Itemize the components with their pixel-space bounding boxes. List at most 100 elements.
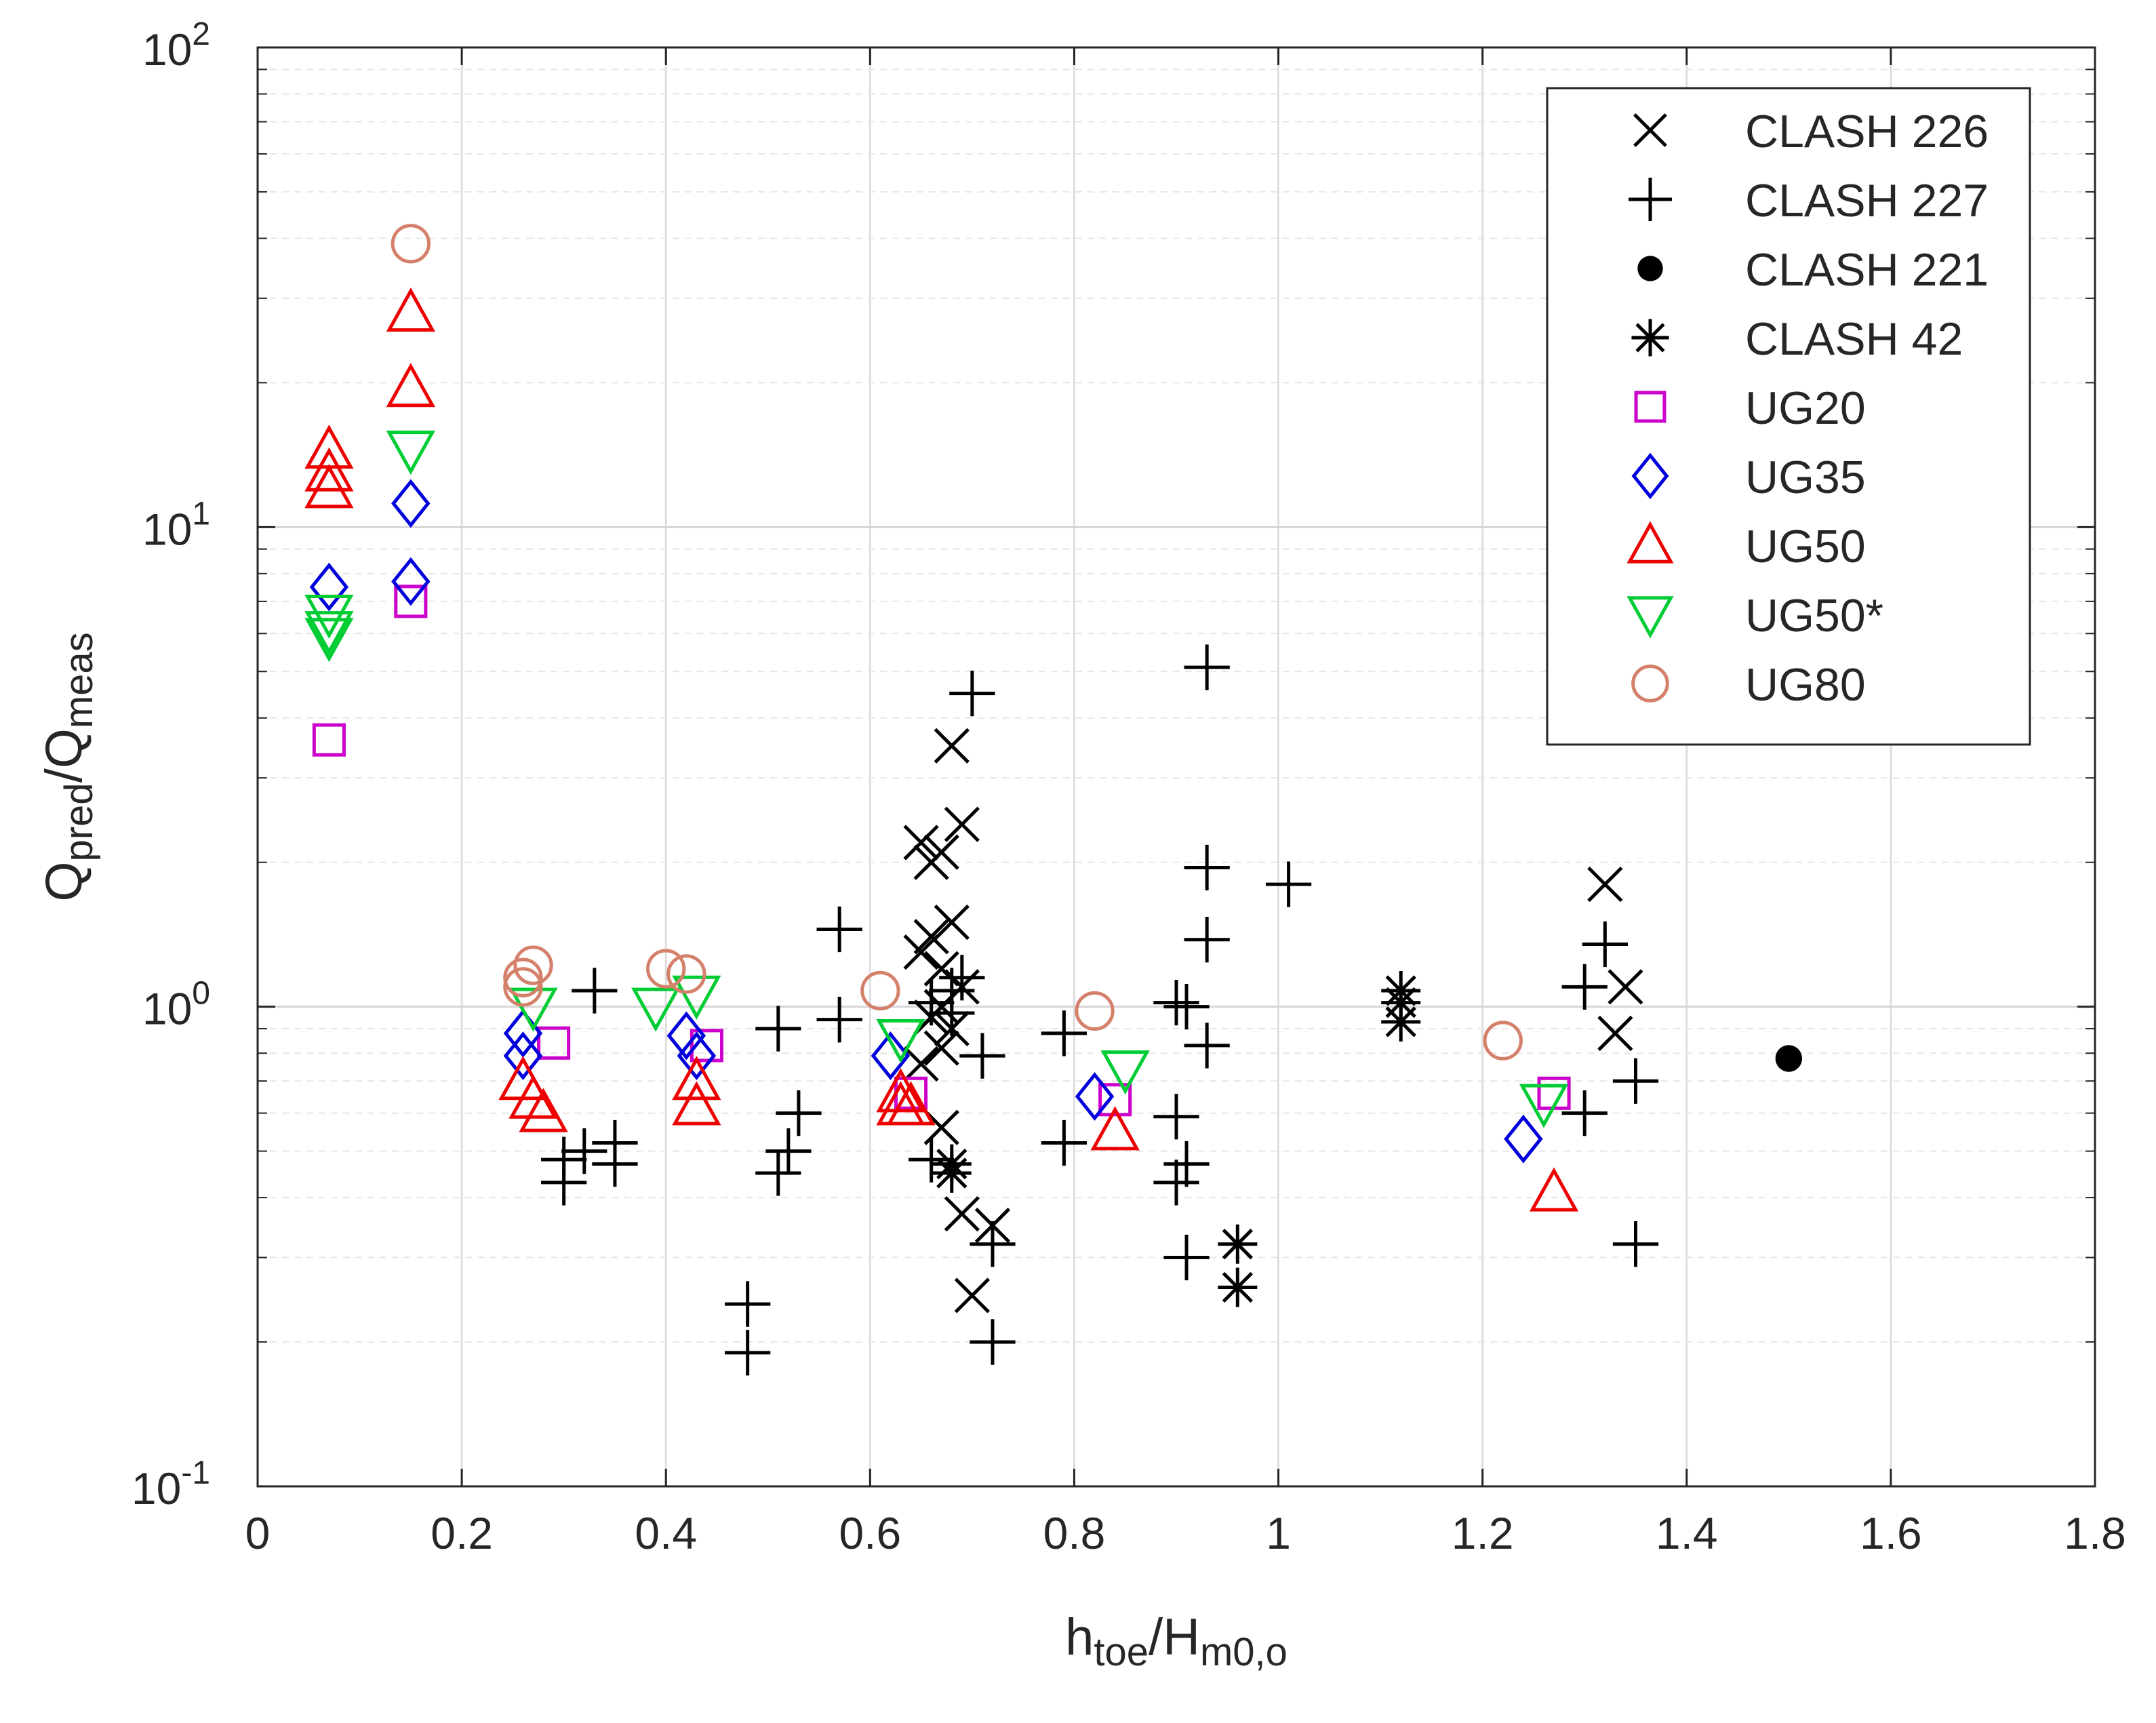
data-point — [1561, 1090, 1608, 1136]
data-point — [1504, 1114, 1543, 1164]
data-point — [513, 945, 553, 985]
y-tick-label: 102 — [142, 16, 210, 75]
data-point — [690, 1029, 723, 1063]
x-axis-label: htoe/Hm0,o — [1065, 1608, 1287, 1674]
data-point — [1612, 1221, 1659, 1267]
series-clash-227 — [541, 644, 1659, 1376]
data-point — [561, 1128, 607, 1174]
data-point — [909, 979, 955, 1026]
data-point — [304, 447, 354, 492]
data-point — [923, 834, 959, 870]
data-point — [755, 1150, 801, 1196]
data-point — [1612, 1058, 1659, 1104]
data-point — [913, 919, 949, 955]
x-tick-label: 0.4 — [635, 1508, 697, 1558]
legend-label: CLASH 221 — [1745, 244, 1989, 296]
legend-label: CLASH 227 — [1745, 175, 1989, 226]
series-clash-221 — [1775, 1045, 1803, 1072]
data-point — [1041, 1120, 1087, 1166]
data-point — [386, 287, 435, 332]
data-point — [386, 431, 435, 475]
y-axis-label: Qpred/Qmeas — [35, 632, 101, 901]
legend-marker — [1626, 521, 1674, 563]
data-point — [1163, 1234, 1210, 1281]
data-point — [503, 967, 543, 1007]
data-point — [1218, 1224, 1258, 1264]
data-points — [304, 224, 1803, 1376]
legend-marker — [1631, 452, 1669, 500]
data-point — [886, 1081, 936, 1126]
series-ug80 — [391, 224, 1523, 1061]
series-ug50- — [304, 431, 1569, 1128]
x-tick-label: 1.4 — [1656, 1508, 1718, 1558]
data-point — [572, 968, 618, 1014]
legend-label: UG50 — [1745, 521, 1866, 572]
data-point — [672, 1081, 721, 1126]
x-tick-label: 0.8 — [1043, 1508, 1106, 1558]
data-point — [1184, 1023, 1230, 1069]
data-point — [1775, 1045, 1803, 1072]
data-point — [503, 957, 543, 997]
legend-marker — [1626, 596, 1674, 639]
data-point — [944, 806, 980, 842]
data-point — [949, 670, 995, 717]
legend-marker — [1634, 391, 1666, 423]
data-point — [932, 1144, 972, 1184]
data-point — [1098, 1083, 1132, 1117]
data-point — [1153, 1160, 1199, 1206]
legend-marker — [1637, 256, 1663, 281]
data-point — [725, 1330, 771, 1376]
data-point — [391, 224, 431, 264]
data-point — [304, 464, 354, 509]
data-point — [776, 1090, 822, 1136]
data-point — [903, 1046, 939, 1082]
data-point — [860, 970, 900, 1011]
data-point — [1153, 1094, 1199, 1140]
data-point — [939, 955, 985, 1001]
data-point — [1587, 866, 1623, 903]
data-point — [391, 557, 431, 606]
data-point — [1608, 969, 1643, 1005]
x-tick-label: 0.2 — [431, 1508, 493, 1558]
data-point — [309, 562, 349, 612]
data-point — [304, 618, 354, 662]
data-point — [871, 1031, 911, 1080]
legend: CLASH 226 CLASH 227 CLASH 221 CLASH 42 UG20 U… — [1546, 87, 2031, 746]
legend-label: CLASH 226 — [1745, 106, 1989, 157]
data-point — [923, 1030, 959, 1066]
data-point — [519, 1088, 568, 1132]
data-point — [903, 825, 939, 860]
legend-marker — [1633, 113, 1667, 147]
data-point — [1582, 921, 1628, 968]
data-point — [816, 906, 862, 953]
x-tick-label: 1.8 — [2064, 1508, 2126, 1558]
data-point — [1075, 1072, 1115, 1121]
data-point — [391, 479, 431, 528]
data-point — [503, 1031, 543, 1080]
data-point — [929, 990, 975, 1036]
data-point — [1483, 1021, 1523, 1061]
data-point — [765, 1128, 812, 1174]
series-ug50 — [304, 287, 1579, 1212]
data-point — [1184, 844, 1230, 891]
data-point — [1163, 984, 1210, 1030]
x-tick-label: 1.6 — [1860, 1508, 1922, 1558]
data-point — [1163, 1141, 1210, 1187]
data-point — [876, 1068, 925, 1113]
tick-layer: 0 0.2 0.4 0.6 0.8 1 1.2 1.4 1.6 1.8 10-1 100 101 102 — [132, 16, 2126, 1558]
data-point — [1184, 644, 1230, 690]
data-point — [755, 1006, 801, 1052]
x-tick-label: 0 — [245, 1508, 271, 1558]
data-point — [312, 723, 346, 757]
data-point — [672, 1056, 721, 1101]
data-point — [541, 1160, 587, 1206]
data-point — [1153, 979, 1199, 1026]
data-point — [677, 1031, 717, 1080]
data-point — [959, 1033, 1005, 1079]
data-point — [876, 1018, 925, 1064]
legend-marker — [1629, 178, 1672, 221]
data-point — [1075, 991, 1115, 1031]
series-clash-42 — [932, 971, 1421, 1307]
data-point — [725, 1281, 771, 1327]
